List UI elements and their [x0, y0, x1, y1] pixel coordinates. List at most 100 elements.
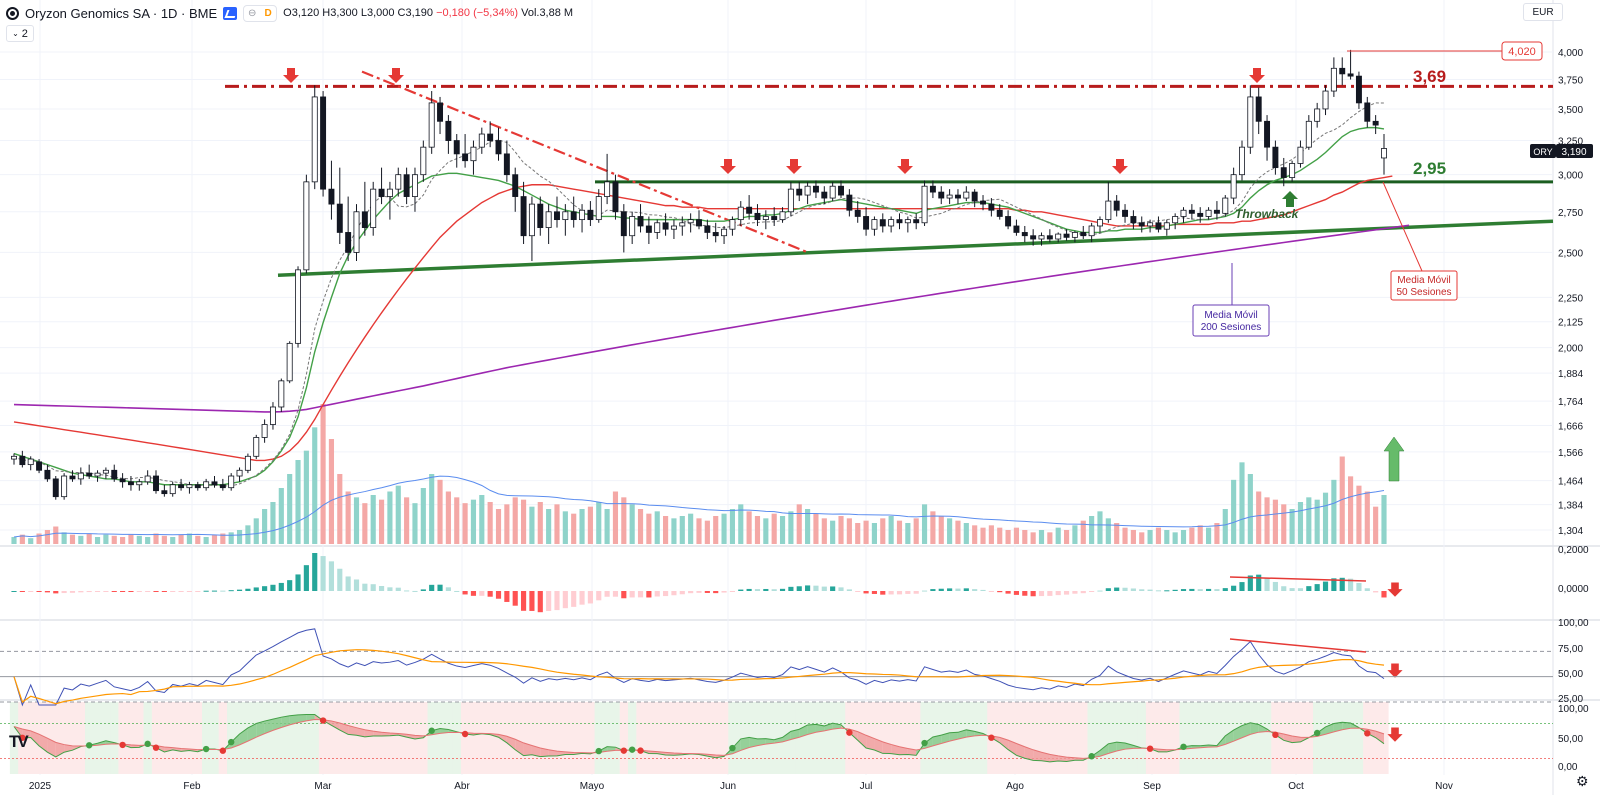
candle-104: [879, 213, 886, 233]
candle-8: [77, 467, 84, 485]
candle-40: [345, 196, 352, 262]
osc-bg-158: [1329, 702, 1339, 774]
volume-bar-27: [236, 530, 243, 544]
osc-cross-26: [227, 738, 235, 746]
macd-bar-128: [1080, 591, 1086, 594]
candles: [11, 49, 1387, 500]
osc-fill-134: [1125, 742, 1134, 750]
macd-bar-162: [1364, 588, 1370, 591]
candle-17: [153, 470, 159, 494]
macd-bar-103: [871, 591, 878, 594]
osc-bg-9: [85, 702, 94, 774]
volume-bar-11: [103, 534, 109, 544]
volume-bar-140: [1180, 530, 1187, 544]
osc-fill-124: [1041, 752, 1050, 762]
volume-bar-99: [838, 516, 844, 544]
badge-delayed[interactable]: D: [264, 7, 272, 19]
tradingview-logo-icon[interactable]: TV: [9, 732, 29, 751]
candle-72: [612, 174, 619, 220]
volume-bar-65: [554, 504, 560, 544]
candle-80: [679, 216, 686, 236]
volume-bar-63: [537, 502, 543, 544]
horizontal-gridlines: [0, 51, 1553, 531]
osc-cross-73: [620, 747, 628, 754]
rsi-tick-3: 25,00: [1558, 694, 1583, 705]
osc-bg-74: [628, 702, 637, 774]
osc-cross-140: [1180, 743, 1187, 750]
osc-bg-119: [1003, 702, 1013, 774]
macd-bar-3: [36, 591, 42, 592]
ma200-label-line2: 200 Sesiones: [1201, 322, 1262, 333]
osc-cross-100: [846, 729, 853, 736]
macd-bar-120: [1013, 591, 1020, 595]
volume-bar-42: [362, 503, 368, 544]
currency-selector[interactable]: EUR: [1523, 3, 1563, 21]
osc-cross-74: [628, 746, 636, 753]
volume-bar-29: [253, 518, 259, 544]
osc-cross-13: [119, 741, 126, 749]
oscillator-background: [9, 702, 1389, 774]
volume-bar-13: [120, 537, 126, 544]
symbol-title[interactable]: Oryzon Genomics SA · 1D · BME: [25, 5, 218, 21]
x-label-1: Feb: [183, 781, 201, 792]
candle-95: [804, 181, 811, 205]
macd-bar-117: [988, 591, 994, 592]
volume-bar-148: [1247, 474, 1253, 544]
macd-bar-71: [604, 591, 610, 597]
osc-bg-20: [176, 702, 186, 774]
macd-bar-109: [921, 590, 928, 592]
volume-bar-2: [28, 538, 34, 544]
volume-bar-60: [512, 497, 518, 544]
candle-125: [1055, 232, 1062, 243]
volume-bar-48: [412, 503, 418, 544]
macd-bar-104: [880, 591, 886, 595]
macd-bar-29: [253, 587, 259, 591]
macd-bar-138: [1164, 590, 1170, 592]
macd-bar-99: [838, 587, 844, 591]
osc-fill-97: [815, 724, 825, 733]
osc-bg-0: [9, 702, 19, 774]
indicator-toggle[interactable]: ⌄ 2: [6, 25, 34, 42]
macd-bar-78: [663, 591, 669, 597]
candle-43: [370, 181, 377, 236]
macd-bar-66: [562, 591, 568, 609]
candle-135: [1138, 216, 1145, 233]
macd-bar-13: [120, 591, 126, 592]
badge-minus[interactable]: ⊖: [247, 7, 257, 19]
macd-bar-39: [337, 568, 343, 591]
down-arrow-6: [1249, 68, 1265, 83]
osc-bg-8: [76, 702, 86, 774]
osc-bg-81: [686, 702, 696, 774]
flag-icon[interactable]: [223, 6, 238, 20]
x-label-6: Jul: [860, 781, 873, 792]
osc-cross-9: [85, 742, 93, 749]
osc-fill-123: [1033, 749, 1042, 761]
macd-bar-142: [1197, 589, 1203, 591]
macd-bar-55: [470, 591, 477, 596]
macd-bar-12: [111, 591, 117, 592]
osc-fill-33: [281, 715, 290, 728]
osc-fill-120: [1008, 740, 1017, 756]
candle-99: [838, 180, 844, 199]
candle-115: [971, 189, 978, 208]
volume-bar-96: [813, 513, 819, 544]
macd-bar-61: [520, 591, 527, 611]
volume-bar-10: [94, 537, 101, 544]
volume-bar-68: [579, 509, 585, 544]
candle-133: [1122, 204, 1129, 223]
osc-bg-18: [160, 702, 170, 774]
macd-bar-51: [437, 584, 443, 591]
macd-bar-37: [320, 556, 326, 591]
gear-icon[interactable]: ⚙: [1576, 773, 1589, 789]
volume-bar-8: [78, 535, 84, 544]
macd-bar-163: [1373, 591, 1379, 593]
macd-bar-135: [1139, 589, 1145, 591]
down-arrow-5: [1112, 159, 1128, 174]
candle-150: [1264, 115, 1271, 161]
volume-bar-105: [888, 516, 894, 544]
candle-45: [386, 181, 393, 220]
candle-101: [854, 201, 861, 223]
osc-fill-29: [247, 723, 257, 742]
macd-histogram: [11, 553, 1387, 613]
